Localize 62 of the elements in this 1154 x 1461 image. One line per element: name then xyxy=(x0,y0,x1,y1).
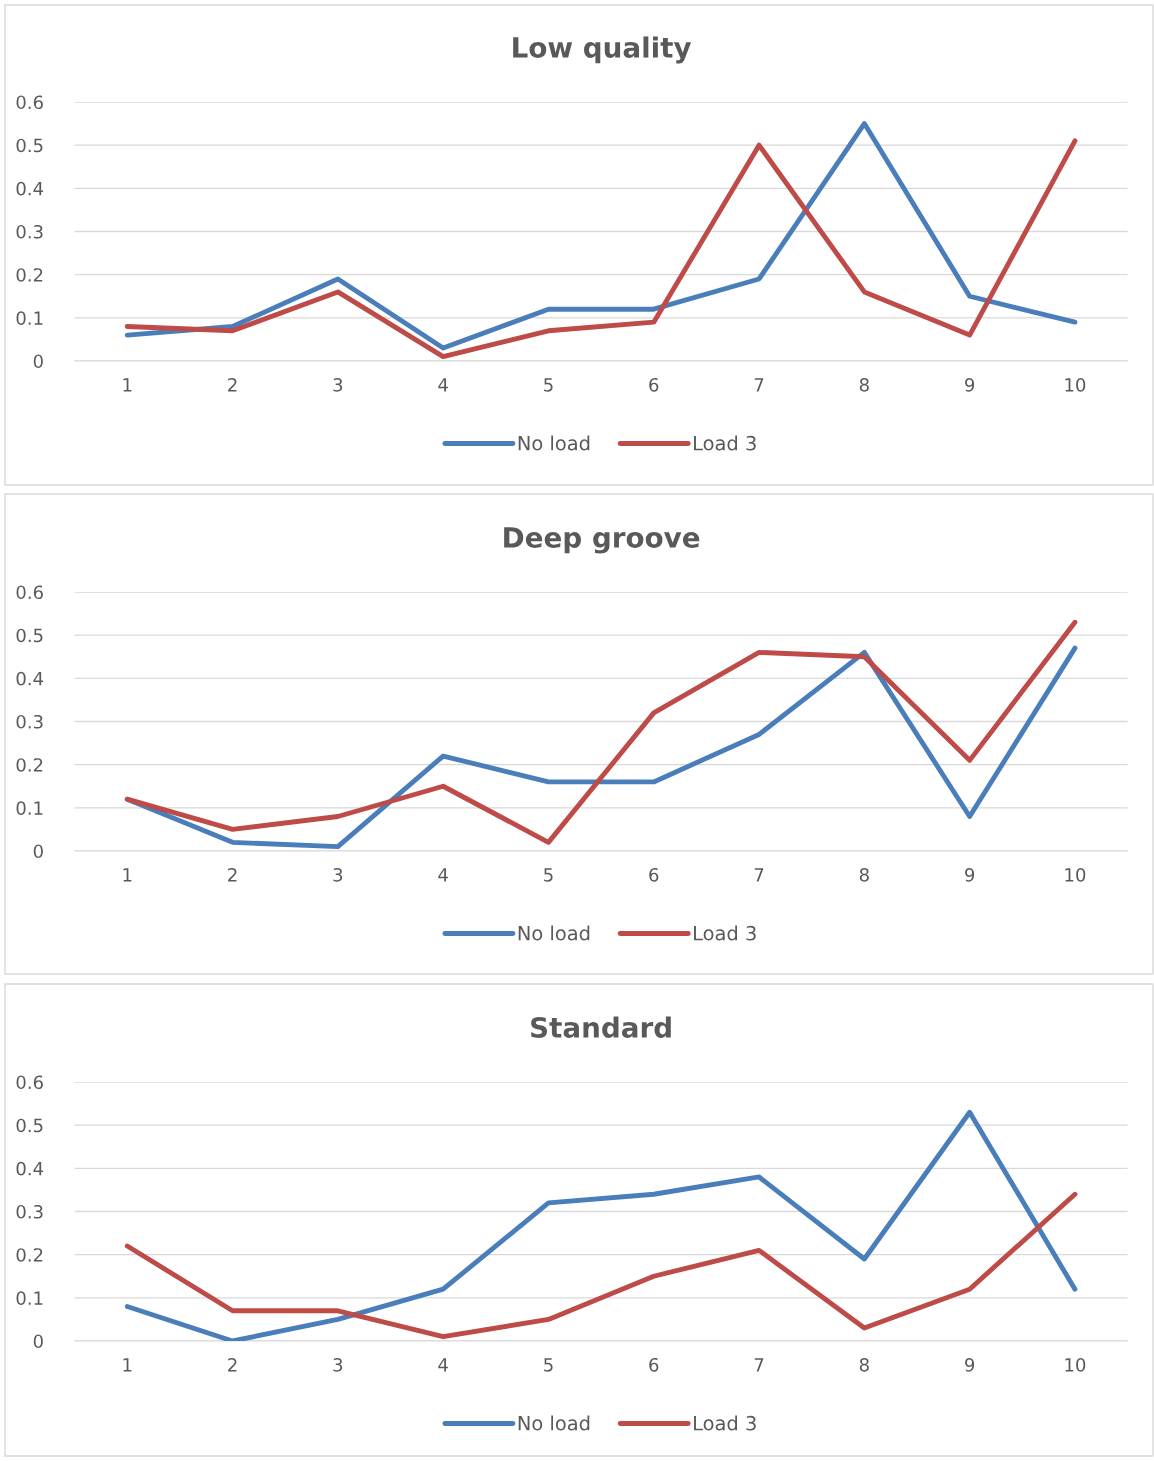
y-tick-label: 0 xyxy=(33,1334,43,1349)
x-tick-label: 5 xyxy=(544,868,553,882)
x-tick-label: 1 xyxy=(123,1358,132,1372)
line-series xyxy=(124,1191,1078,1340)
y-tick-label: 0.5 xyxy=(16,628,43,643)
y-tick-label: 0 xyxy=(33,354,43,369)
line-series xyxy=(124,1109,1078,1341)
y-tick-label: 0.4 xyxy=(16,671,44,686)
x-tick-label: 10 xyxy=(1065,1357,1086,1372)
y-tick-label: 0.1 xyxy=(16,801,43,815)
y-tick-label: 0.1 xyxy=(16,311,43,325)
x-tick-label: 8 xyxy=(859,867,869,882)
y-tick-label: 0.3 xyxy=(16,1204,43,1219)
x-tick-label: 7 xyxy=(754,1358,764,1372)
legend-label: No load xyxy=(518,435,590,451)
x-tick-label: 2 xyxy=(228,1357,237,1372)
x-tick-label: 10 xyxy=(1065,377,1086,392)
legend-label: Load 3 xyxy=(694,925,756,941)
x-tick-label: 9 xyxy=(965,867,975,882)
chart-title: Deep groove xyxy=(504,527,700,554)
y-tick-label: 0.4 xyxy=(16,181,44,196)
x-tick-label: 6 xyxy=(649,1357,659,1372)
x-tick-label: 9 xyxy=(965,1357,975,1372)
y-tick-label: 0.3 xyxy=(16,224,43,239)
x-tick-label: 7 xyxy=(754,868,764,882)
x-tick-label: 10 xyxy=(1065,867,1086,882)
y-tick-label: 0.5 xyxy=(16,138,43,153)
y-tick-label: 0.4 xyxy=(16,1161,44,1176)
legend-label: No load xyxy=(518,925,590,941)
y-tick-label: 0.6 xyxy=(16,95,43,110)
y-tick-label: 0 xyxy=(33,844,43,859)
x-tick-label: 2 xyxy=(228,867,237,882)
legend-label: Load 3 xyxy=(694,435,756,451)
y-tick-label: 0.3 xyxy=(16,714,43,729)
x-tick-label: 4 xyxy=(438,868,448,882)
x-tick-label: 8 xyxy=(859,1357,869,1372)
x-tick-label: 6 xyxy=(649,377,659,392)
legend-label: No load xyxy=(518,1415,590,1431)
x-tick-label: 2 xyxy=(228,377,237,392)
y-tick-label: 0.6 xyxy=(16,1075,43,1090)
x-tick-label: 8 xyxy=(859,377,869,392)
y-tick-label: 0.2 xyxy=(16,758,43,772)
y-tick-label: 0.5 xyxy=(16,1118,43,1133)
x-tick-label: 1 xyxy=(123,378,132,392)
x-tick-label: 7 xyxy=(754,378,764,392)
x-tick-label: 3 xyxy=(333,377,343,392)
y-tick-label: 0.2 xyxy=(16,1248,43,1262)
chart-title: Low quality xyxy=(513,36,692,64)
x-tick-label: 3 xyxy=(333,867,343,882)
legend-label: Load 3 xyxy=(694,1415,756,1431)
x-tick-label: 1 xyxy=(123,868,132,882)
y-tick-label: 0.1 xyxy=(16,1291,43,1305)
x-tick-label: 3 xyxy=(333,1357,343,1372)
x-tick-label: 4 xyxy=(438,378,448,392)
x-tick-label: 9 xyxy=(965,377,975,392)
chart-title: Standard xyxy=(531,1016,671,1038)
x-tick-label: 5 xyxy=(544,378,553,392)
x-tick-label: 4 xyxy=(438,1358,448,1372)
y-tick-label: 0.2 xyxy=(16,268,43,282)
x-tick-label: 6 xyxy=(649,867,659,882)
y-tick-label: 0.6 xyxy=(16,585,43,600)
x-tick-label: 5 xyxy=(544,1358,553,1372)
